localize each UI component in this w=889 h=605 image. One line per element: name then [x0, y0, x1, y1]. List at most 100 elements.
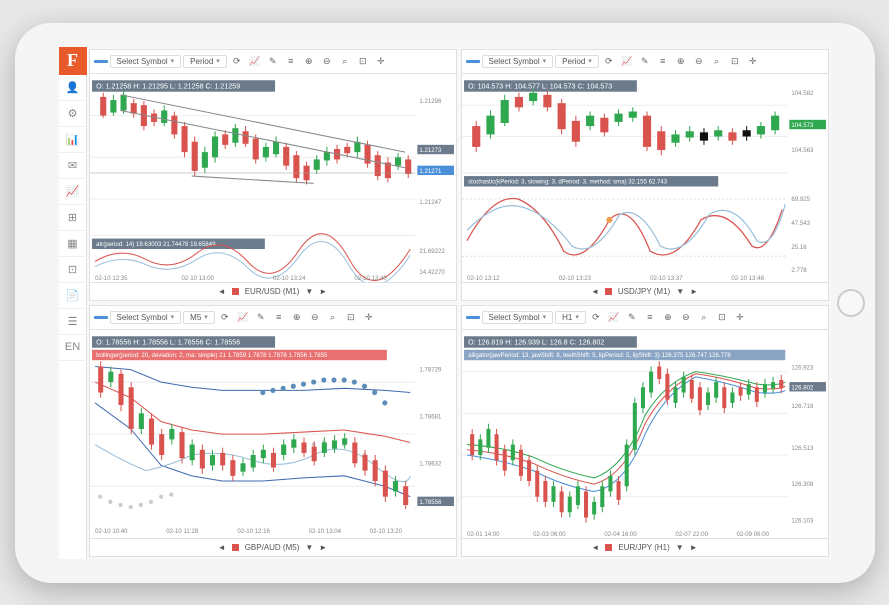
svg-text:1.21296: 1.21296 — [419, 98, 442, 105]
chart-panel-gbpaud: Select Symbol▾ M5▾ ⟳ 📈 ✎ ≡ ⊕ ⊖ ⌕ ⊡ ✛ — [89, 305, 457, 557]
color-swatch[interactable] — [466, 316, 480, 319]
refresh-icon[interactable]: ⟳ — [229, 53, 245, 69]
svg-text:02-07 22:00: 02-07 22:00 — [675, 531, 708, 538]
home-button[interactable] — [837, 289, 865, 317]
svg-text:02-10 12:16: 02-10 12:16 — [237, 528, 270, 535]
chart-toolbar: Select Symbol▾ M5▾ ⟳ 📈 ✎ ≡ ⊕ ⊖ ⌕ ⊡ ✛ — [90, 306, 456, 330]
svg-text:stochastic(kPeriod: 3, slowing: stochastic(kPeriod: 3, slowing: 3, dPeri… — [468, 178, 668, 185]
crosshair-icon[interactable]: ✛ — [732, 309, 748, 325]
app-logo: F — [59, 47, 87, 75]
chart-type-icon[interactable]: 📈 — [606, 309, 622, 325]
chart-area[interactable]: O: 1.78556 H: 1.78556 L: 1.78556 C: 1.78… — [90, 330, 456, 538]
fullscreen-icon[interactable]: ⊡ — [714, 309, 730, 325]
chart-area[interactable]: O: 126.819 H: 126.939 L: 126.8 C: 126.80… — [462, 330, 828, 538]
chart-grid: Select Symbol▾ Period▾ ⟳ 📈 ✎ ≡ ⊕ ⊖ ⌕ ⊡ ✛ — [87, 47, 831, 559]
sidebar-item-stats[interactable]: 📊 — [59, 127, 87, 153]
sidebar-item-lang[interactable]: EN — [59, 335, 87, 361]
chart-type-icon[interactable]: 📈 — [247, 53, 263, 69]
color-swatch[interactable] — [466, 60, 480, 63]
chart-footer: ◄ EUR/USD (M1) ▼► — [90, 282, 456, 300]
svg-text:126.718: 126.718 — [791, 403, 814, 410]
list-icon[interactable]: ≡ — [271, 309, 287, 325]
zoom-out-icon[interactable]: ⊖ — [678, 309, 694, 325]
period-select[interactable]: Period▾ — [555, 55, 599, 68]
zoom-in-icon[interactable]: ⊕ — [660, 309, 676, 325]
sidebar-item-window[interactable]: ⊡ — [59, 257, 87, 283]
sidebar-item-chart[interactable]: 📈 — [59, 179, 87, 205]
svg-text:1.78681: 1.78681 — [419, 413, 442, 420]
svg-text:69.925: 69.925 — [791, 196, 810, 203]
symbol-select[interactable]: Select Symbol▾ — [110, 311, 182, 324]
search-icon[interactable]: ⌕ — [325, 309, 341, 325]
svg-text:02-10 13:00: 02-10 13:00 — [181, 275, 214, 282]
svg-text:alligator(jawPeriod: 13, jawSh: alligator(jawPeriod: 13, jawShift: 8, te… — [468, 352, 731, 359]
chart-footer: ◄ EUR/JPY (H1) ▼► — [462, 538, 828, 556]
search-icon[interactable]: ⌕ — [337, 53, 353, 69]
chart-area[interactable]: O: 104.573 H: 104.577 L: 104.573 C: 104.… — [462, 74, 828, 282]
list-icon[interactable]: ≡ — [283, 53, 299, 69]
fullscreen-icon[interactable]: ⊡ — [355, 53, 371, 69]
fullscreen-icon[interactable]: ⊡ — [343, 309, 359, 325]
color-swatch[interactable] — [94, 316, 108, 319]
sidebar-item-user[interactable]: 👤 — [59, 75, 87, 101]
fullscreen-icon[interactable]: ⊡ — [727, 53, 743, 69]
symbol-label: GBP/AUD (M5) — [245, 543, 300, 552]
chart-area[interactable]: O: 1.21258 H: 1.21295 L: 1.21258 C: 1.21… — [90, 74, 456, 282]
svg-text:104.582: 104.582 — [791, 89, 814, 96]
crosshair-icon[interactable]: ✛ — [745, 53, 761, 69]
sidebar-item-table[interactable]: ▦ — [59, 231, 87, 257]
chart-type-icon[interactable]: 📈 — [235, 309, 251, 325]
screen: F 👤 ⚙ 📊 ✉ 📈 ⊞ ▦ ⊡ 📄 ☰ EN Select Symbol▾ … — [59, 47, 831, 559]
symbol-indicator — [232, 288, 239, 295]
zoom-out-icon[interactable]: ⊖ — [307, 309, 323, 325]
sidebar-item-messages[interactable]: ✉ — [59, 153, 87, 179]
period-select[interactable]: M5▾ — [183, 311, 215, 324]
svg-text:1.78556: 1.78556 — [419, 499, 442, 506]
period-select[interactable]: H1▾ — [555, 311, 586, 324]
draw-icon[interactable]: ✎ — [265, 53, 281, 69]
svg-text:02-10 10:40: 02-10 10:40 — [95, 528, 128, 535]
sidebar-item-menu[interactable]: ☰ — [59, 309, 87, 335]
svg-text:02-10 13:04: 02-10 13:04 — [308, 528, 341, 535]
zoom-in-icon[interactable]: ⊕ — [673, 53, 689, 69]
sidebar-item-docs[interactable]: 📄 — [59, 283, 87, 309]
svg-text:02-03 06:00: 02-03 06:00 — [533, 531, 566, 538]
symbol-indicator — [232, 544, 239, 551]
symbol-select[interactable]: Select Symbol▾ — [482, 311, 554, 324]
svg-text:104.563: 104.563 — [791, 147, 814, 154]
svg-text:126.103: 126.103 — [791, 517, 814, 524]
color-swatch[interactable] — [94, 60, 108, 63]
svg-text:21.69222: 21.69222 — [419, 248, 445, 255]
zoom-in-icon[interactable]: ⊕ — [289, 309, 305, 325]
zoom-in-icon[interactable]: ⊕ — [301, 53, 317, 69]
sidebar-item-grid[interactable]: ⊞ — [59, 205, 87, 231]
draw-icon[interactable]: ✎ — [253, 309, 269, 325]
tablet-frame: F 👤 ⚙ 📊 ✉ 📈 ⊞ ▦ ⊡ 📄 ☰ EN Select Symbol▾ … — [15, 23, 875, 583]
svg-text:126.308: 126.308 — [791, 481, 814, 488]
crosshair-icon[interactable]: ✛ — [373, 53, 389, 69]
chart-panel-eurjpy: Select Symbol▾ H1▾ ⟳ 📈 ✎ ≡ ⊕ ⊖ ⌕ ⊡ ✛ — [461, 305, 829, 557]
sidebar-item-settings[interactable]: ⚙ — [59, 101, 87, 127]
svg-text:126.923: 126.923 — [791, 364, 814, 371]
svg-text:02-10 13:48: 02-10 13:48 — [731, 275, 764, 282]
list-icon[interactable]: ≡ — [642, 309, 658, 325]
refresh-icon[interactable]: ⟳ — [601, 53, 617, 69]
chart-type-icon[interactable]: 📈 — [619, 53, 635, 69]
search-icon[interactable]: ⌕ — [696, 309, 712, 325]
svg-text:O: 104.573 H: 104.577 L: 104.5: O: 104.573 H: 104.577 L: 104.573 C: 104.… — [468, 81, 612, 90]
draw-icon[interactable]: ✎ — [637, 53, 653, 69]
refresh-icon[interactable]: ⟳ — [217, 309, 233, 325]
zoom-out-icon[interactable]: ⊖ — [319, 53, 335, 69]
refresh-icon[interactable]: ⟳ — [588, 309, 604, 325]
svg-text:2.778: 2.778 — [791, 266, 807, 273]
symbol-select[interactable]: Select Symbol▾ — [110, 55, 182, 68]
zoom-out-icon[interactable]: ⊖ — [691, 53, 707, 69]
list-icon[interactable]: ≡ — [655, 53, 671, 69]
draw-icon[interactable]: ✎ — [624, 309, 640, 325]
svg-text:O: 1.78556 H: 1.78556 L: 1.785: O: 1.78556 H: 1.78556 L: 1.78556 C: 1.78… — [96, 337, 240, 346]
svg-text:02-09 06:00: 02-09 06:00 — [736, 531, 769, 538]
period-select[interactable]: Period▾ — [183, 55, 227, 68]
crosshair-icon[interactable]: ✛ — [361, 309, 377, 325]
search-icon[interactable]: ⌕ — [709, 53, 725, 69]
symbol-select[interactable]: Select Symbol▾ — [482, 55, 554, 68]
